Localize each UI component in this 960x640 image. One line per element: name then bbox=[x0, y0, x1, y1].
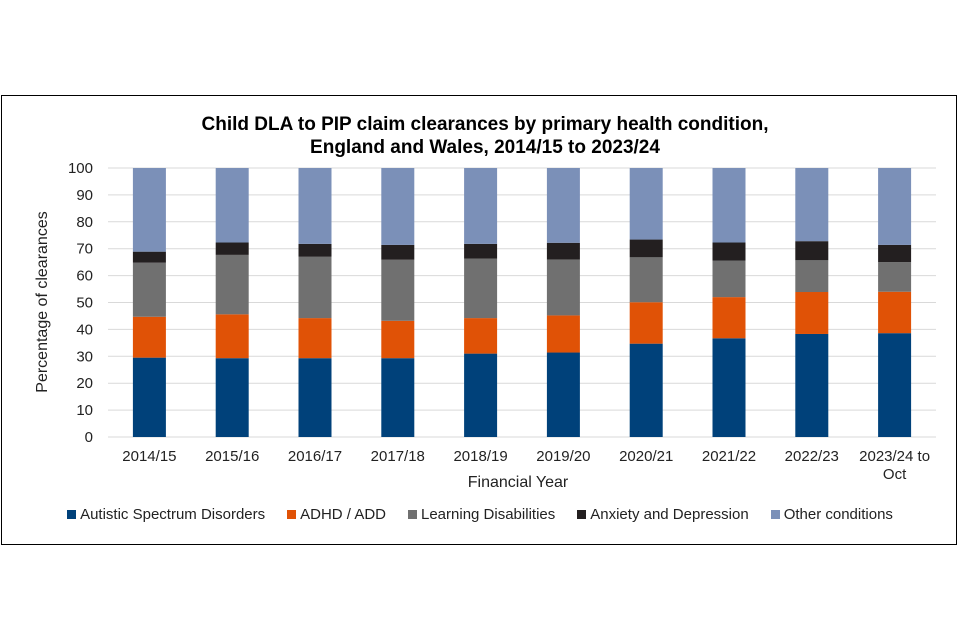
bar-segment-learning-disabilities-2022-23 bbox=[795, 260, 829, 293]
legend-label: Other conditions bbox=[783, 506, 893, 523]
bar-segment-anxiety-and-depression-2023-24-to-Oct bbox=[878, 244, 912, 263]
legend-label: Anxiety and Depression bbox=[590, 506, 749, 523]
bar-segment-adhd-add-2017-18 bbox=[381, 320, 415, 359]
chart-title: Child DLA to PIP claim clearances by pri… bbox=[0, 113, 960, 159]
y-tick-label: 40 bbox=[76, 321, 93, 338]
bar-segment-other-conditions-2015-16 bbox=[215, 168, 249, 243]
bar-segment-adhd-add-2015-16 bbox=[215, 314, 249, 359]
bar-segment-learning-disabilities-2014-15 bbox=[132, 262, 166, 317]
y-tick-label: 80 bbox=[76, 214, 93, 231]
bar-segment-autistic-spectrum-disorders-2020-21 bbox=[629, 343, 663, 437]
bar-segment-autistic-spectrum-disorders-2014-15 bbox=[132, 357, 166, 437]
x-axis-title: Financial Year bbox=[468, 474, 569, 491]
bar-segment-other-conditions-2019-20 bbox=[546, 168, 580, 243]
bar-segment-learning-disabilities-2020-21 bbox=[629, 257, 663, 303]
bars bbox=[132, 168, 912, 437]
y-tick-label: 0 bbox=[85, 429, 93, 446]
bar-segment-other-conditions-2014-15 bbox=[132, 168, 166, 252]
x-tick-label: 2021/22 bbox=[702, 448, 756, 465]
legend-label: Learning Disabilities bbox=[421, 506, 556, 523]
y-axis-ticks: 0 10 20 30 40 50 60 70 80 90 100 bbox=[68, 160, 93, 446]
x-axis-ticks: 2014/15 2015/16 2016/17 2017/18 2018/19 2019/… bbox=[122, 448, 930, 483]
bar-segment-anxiety-and-depression-2019-20 bbox=[546, 242, 580, 260]
bar-segment-adhd-add-2014-15 bbox=[132, 316, 166, 358]
bar-segment-autistic-spectrum-disorders-2022-23 bbox=[795, 333, 829, 437]
bar-segment-other-conditions-2021-22 bbox=[712, 168, 746, 243]
legend-item: ADHD / ADD bbox=[287, 506, 386, 523]
bar-segment-adhd-add-2020-21 bbox=[629, 302, 663, 344]
x-tick-label: Oct bbox=[883, 466, 907, 483]
bar-segment-learning-disabilities-2019-20 bbox=[546, 259, 580, 316]
y-axis-title: Percentage of clearances bbox=[34, 211, 51, 392]
legend-swatch bbox=[770, 510, 780, 519]
y-tick-label: 20 bbox=[76, 375, 93, 392]
chart-title-line-2: England and Wales, 2014/15 to 2023/24 bbox=[310, 137, 660, 158]
x-tick-label: 2020/21 bbox=[619, 448, 673, 465]
legend-label: Autistic Spectrum Disorders bbox=[80, 506, 266, 523]
legend-swatch bbox=[287, 510, 297, 519]
legend-item: Autistic Spectrum Disorders bbox=[67, 506, 265, 523]
bar-segment-autistic-spectrum-disorders-2015-16 bbox=[215, 358, 249, 437]
bar-segment-autistic-spectrum-disorders-2016-17 bbox=[298, 358, 332, 437]
y-tick-label: 50 bbox=[76, 295, 93, 312]
bar-segment-anxiety-and-depression-2017-18 bbox=[381, 244, 415, 260]
bar-segment-autistic-spectrum-disorders-2018-19 bbox=[464, 353, 498, 437]
x-tick-label: 2018/19 bbox=[453, 448, 507, 465]
bar-segment-learning-disabilities-2018-19 bbox=[464, 258, 498, 319]
x-tick-label: 2023/24 to bbox=[859, 448, 930, 465]
bar-segment-anxiety-and-depression-2016-17 bbox=[298, 243, 332, 257]
bar-segment-anxiety-and-depression-2018-19 bbox=[464, 243, 498, 259]
bar-segment-autistic-spectrum-disorders-2023-24-to-Oct bbox=[878, 333, 912, 437]
bar-segment-autistic-spectrum-disorders-2021-22 bbox=[712, 338, 746, 437]
legend-label: ADHD / ADD bbox=[300, 506, 386, 523]
bar-segment-learning-disabilities-2023-24-to-Oct bbox=[878, 262, 912, 292]
chart-title-line-1: Child DLA to PIP claim clearances by pri… bbox=[201, 114, 769, 135]
bar-segment-adhd-add-2023-24-to-Oct bbox=[878, 291, 912, 334]
y-tick-label: 70 bbox=[76, 241, 93, 258]
x-tick-label: 2019/20 bbox=[536, 448, 590, 465]
bar-segment-other-conditions-2023-24-to-Oct bbox=[878, 168, 912, 245]
bar-segment-anxiety-and-depression-2015-16 bbox=[215, 242, 249, 255]
y-tick-label: 90 bbox=[76, 187, 93, 204]
x-tick-label: 2016/17 bbox=[288, 448, 342, 465]
bar-segment-adhd-add-2016-17 bbox=[298, 318, 332, 359]
bar-segment-anxiety-and-depression-2022-23 bbox=[795, 241, 829, 261]
bar-segment-other-conditions-2022-23 bbox=[795, 168, 829, 242]
y-tick-label: 100 bbox=[68, 160, 93, 177]
legend-swatch bbox=[577, 510, 587, 519]
x-tick-label: 2017/18 bbox=[371, 448, 425, 465]
bar-segment-other-conditions-2016-17 bbox=[298, 168, 332, 244]
bar-segment-learning-disabilities-2015-16 bbox=[215, 254, 249, 315]
bar-segment-adhd-add-2018-19 bbox=[464, 318, 498, 354]
legend-item: Learning Disabilities bbox=[408, 506, 555, 523]
bar-segment-other-conditions-2017-18 bbox=[381, 168, 415, 245]
bar-segment-anxiety-and-depression-2020-21 bbox=[629, 239, 663, 258]
legend-swatch bbox=[408, 510, 417, 519]
legend-item: Other conditions bbox=[770, 506, 893, 523]
bar-segment-autistic-spectrum-disorders-2019-20 bbox=[546, 352, 580, 437]
bar-segment-learning-disabilities-2017-18 bbox=[381, 259, 415, 321]
bar-segment-adhd-add-2022-23 bbox=[795, 292, 829, 334]
bar-segment-autistic-spectrum-disorders-2017-18 bbox=[381, 358, 415, 437]
bar-segment-other-conditions-2018-19 bbox=[464, 168, 498, 244]
y-tick-label: 60 bbox=[76, 268, 93, 285]
x-tick-label: 2022/23 bbox=[785, 448, 839, 465]
bar-segment-anxiety-and-depression-2021-22 bbox=[712, 242, 746, 261]
x-tick-label: 2014/15 bbox=[122, 448, 176, 465]
y-tick-label: 10 bbox=[76, 402, 93, 419]
bar-segment-other-conditions-2020-21 bbox=[629, 168, 663, 240]
bar-segment-adhd-add-2021-22 bbox=[712, 297, 746, 339]
bar-segment-adhd-add-2019-20 bbox=[546, 315, 580, 353]
legend-swatch bbox=[67, 510, 77, 519]
legend-item: Anxiety and Depression bbox=[577, 506, 749, 523]
bar-segment-learning-disabilities-2016-17 bbox=[298, 256, 332, 319]
y-tick-label: 30 bbox=[76, 348, 93, 365]
bar-segment-learning-disabilities-2021-22 bbox=[712, 260, 746, 298]
legend: Autistic Spectrum Disorders ADHD / ADD Lea… bbox=[0, 506, 960, 523]
bar-segment-anxiety-and-depression-2014-15 bbox=[132, 251, 166, 263]
x-tick-label: 2015/16 bbox=[205, 448, 259, 465]
